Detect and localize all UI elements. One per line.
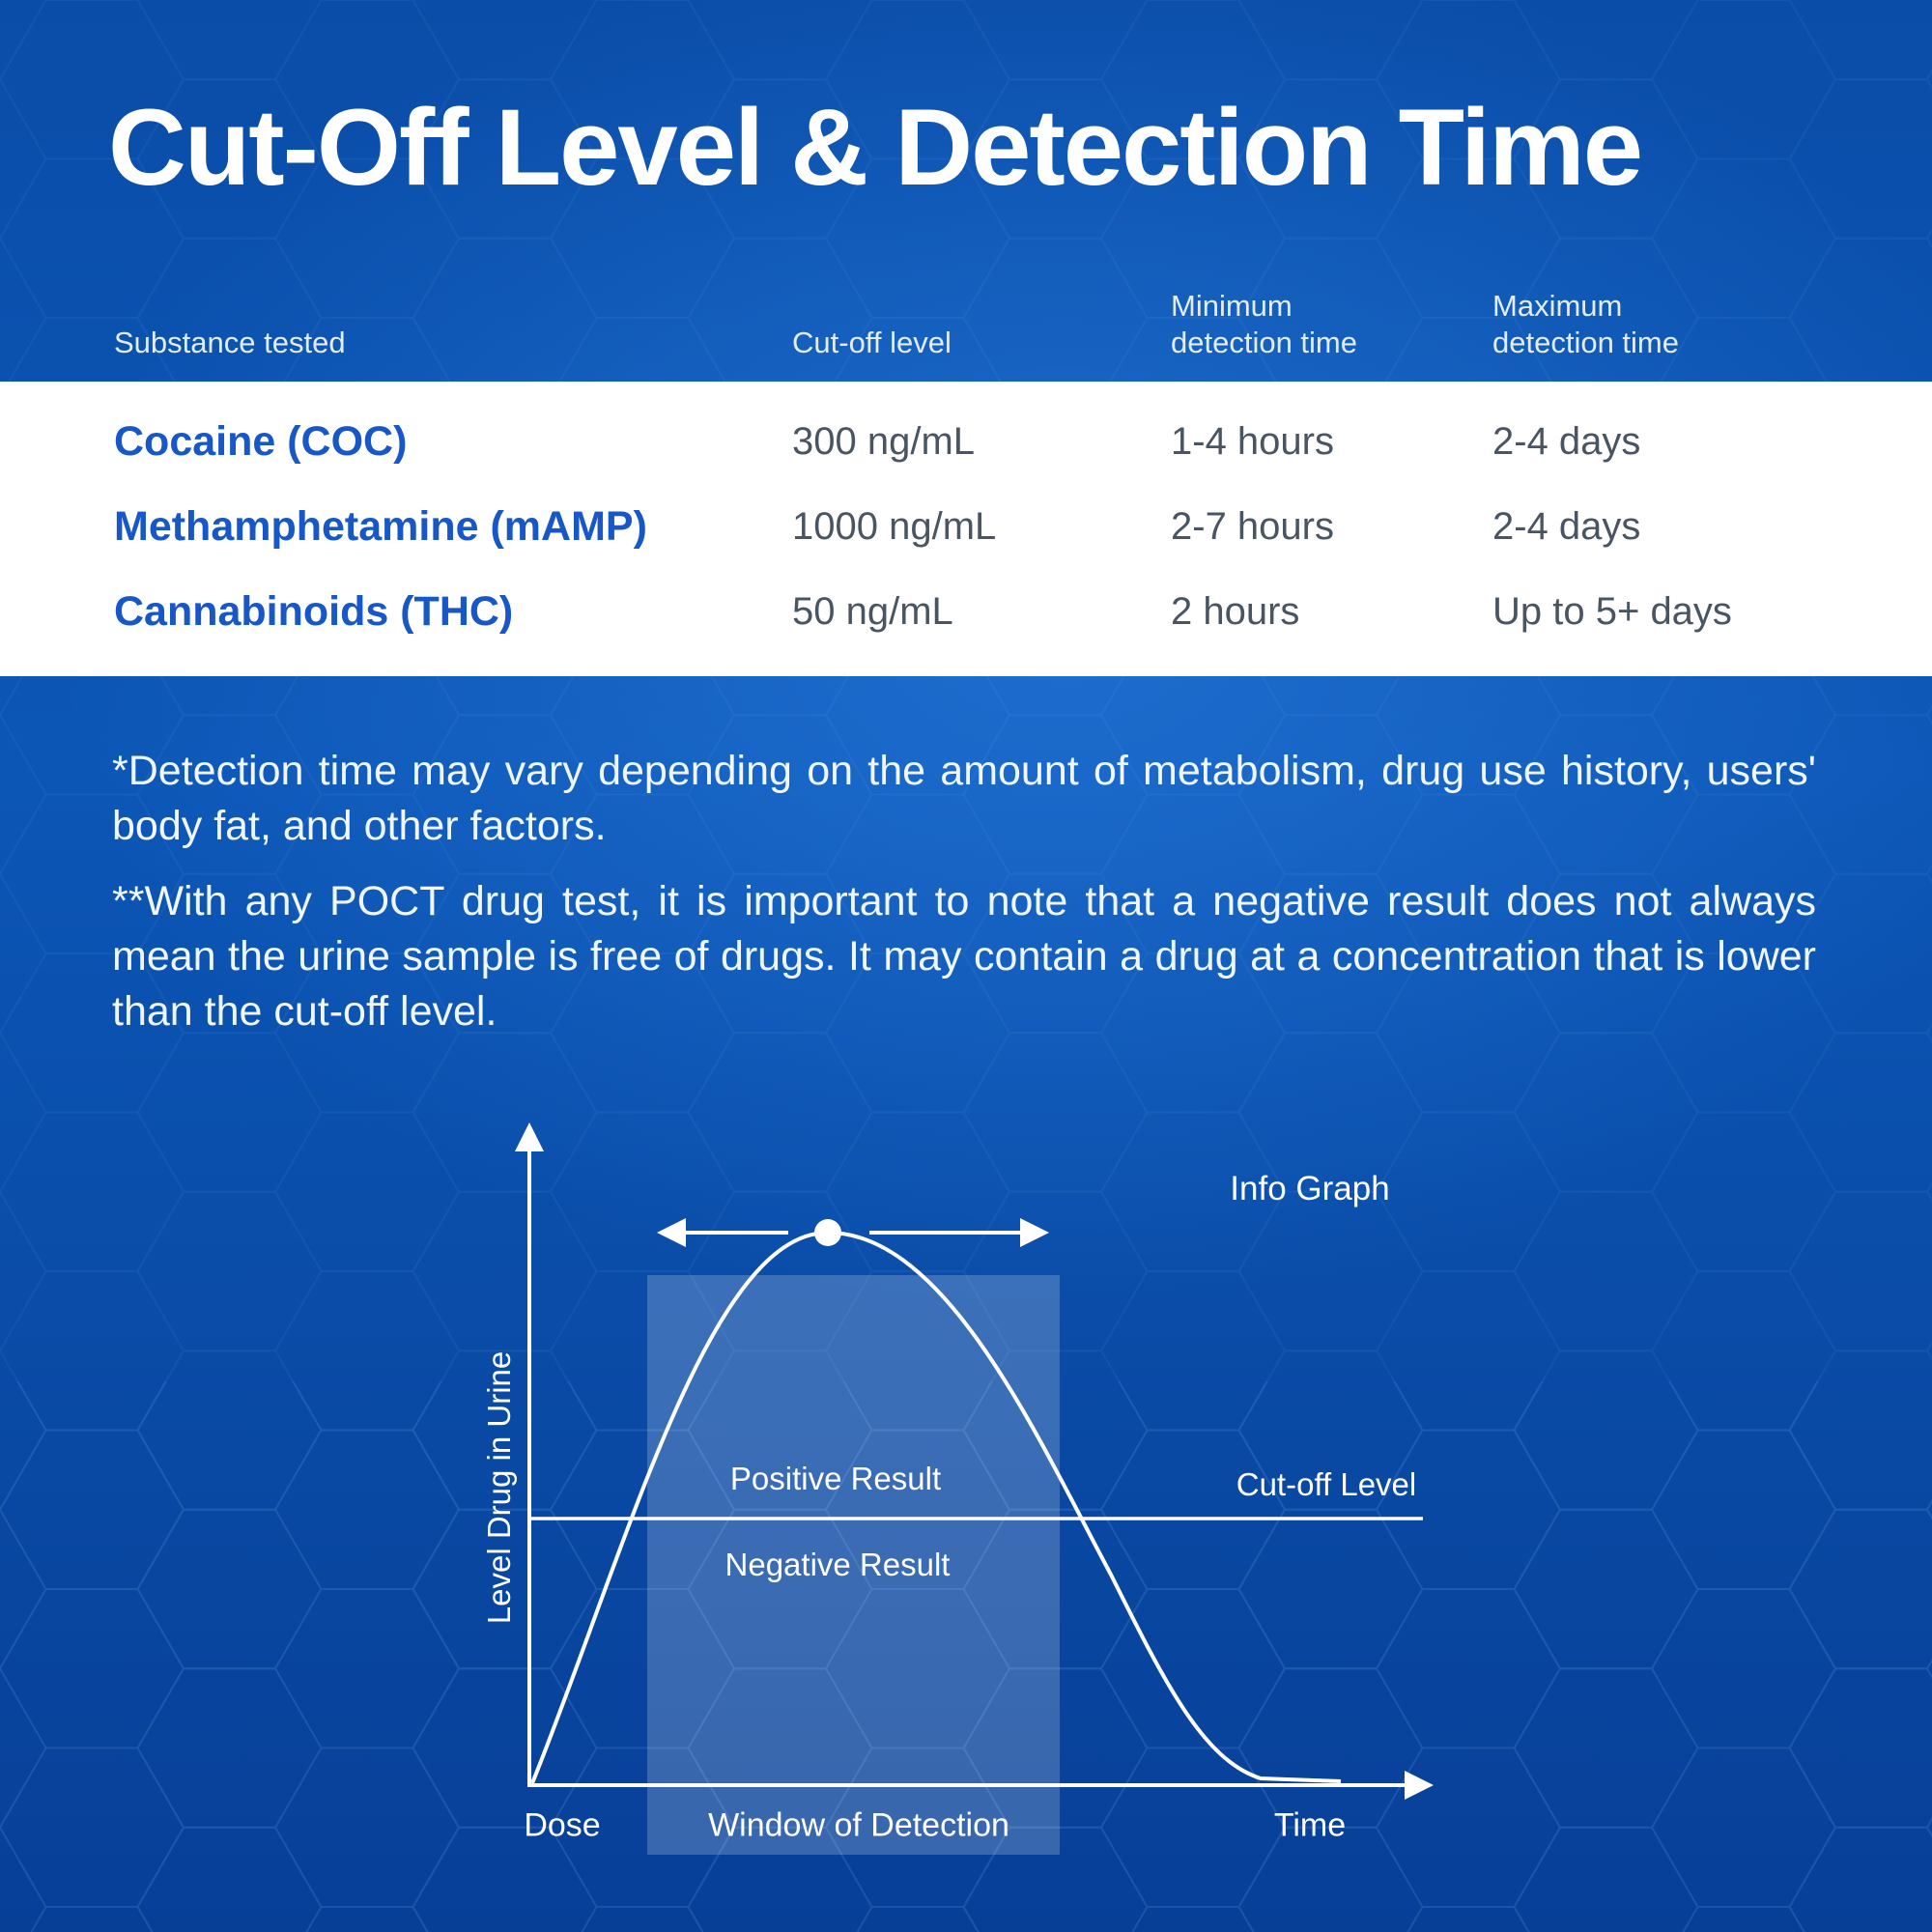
footnote-poct-negative: **With any POCT drug test, it is importa…: [112, 878, 1816, 1035]
table-body: Cocaine (COC) 300 ng/mL 1-4 hours 2-4 da…: [0, 382, 1932, 676]
cutoff-value: 1000 ng/mL: [792, 504, 997, 548]
min-detection-value: 2 hours: [1171, 589, 1300, 633]
substance-name: Methamphetamine (mAMP): [114, 502, 647, 550]
column-header-cutoff: Cut-off level: [792, 326, 952, 360]
info-graph-title: Info Graph: [1230, 1170, 1390, 1208]
window-of-detection-area: [647, 1275, 1060, 1855]
max-detection-value: 2-4 days: [1492, 504, 1641, 548]
column-header-substance: Substance tested: [114, 326, 346, 360]
peak-dot: [814, 1219, 841, 1246]
footnote-detection-time: *Detection time may vary depending on th…: [112, 748, 1816, 849]
time-axis-label: Time: [1273, 1806, 1347, 1844]
column-header-min-detection: Minimum detection time: [1171, 289, 1357, 360]
negative-result-label: Negative Result: [724, 1547, 951, 1582]
positive-result-label: Positive Result: [729, 1461, 942, 1496]
info-graph-canvas: [515, 1122, 1434, 1855]
table-header-row: Substance tested Cut-off level Minimum d…: [0, 286, 1932, 367]
max-detection-value: Up to 5+ days: [1492, 589, 1732, 633]
table-row: Methamphetamine (mAMP) 1000 ng/mL 2-7 ho…: [114, 484, 1932, 569]
substance-name: Cocaine (COC): [114, 417, 408, 465]
page-title: Cut-Off Level & Detection Time: [108, 87, 1643, 208]
cutoff-value: 50 ng/mL: [792, 589, 953, 633]
max-detection-value: 2-4 days: [1492, 419, 1641, 463]
table-row: Cocaine (COC) 300 ng/mL 1-4 hours 2-4 da…: [114, 399, 1932, 484]
min-detection-value: 1-4 hours: [1171, 419, 1334, 463]
table-row: Cannabinoids (THC) 50 ng/mL 2 hours Up t…: [114, 569, 1932, 654]
min-detection-value: 2-7 hours: [1171, 504, 1334, 548]
column-header-max-detection: Maximum detection time: [1492, 289, 1679, 360]
cutoff-value: 300 ng/mL: [792, 419, 976, 463]
dose-label: Dose: [524, 1806, 601, 1844]
y-axis-label: Level Drug in Urine: [481, 1350, 517, 1625]
cutoff-level-label: Cut-off Level: [1236, 1466, 1417, 1502]
drug-level-curve: [530, 1230, 1342, 1784]
info-graph: Info Graph Level Drug in Urine Positive …: [481, 1063, 1546, 1874]
window-of-detection-label: Window of Detection: [708, 1806, 1009, 1844]
substance-name: Cannabinoids (THC): [114, 587, 514, 635]
